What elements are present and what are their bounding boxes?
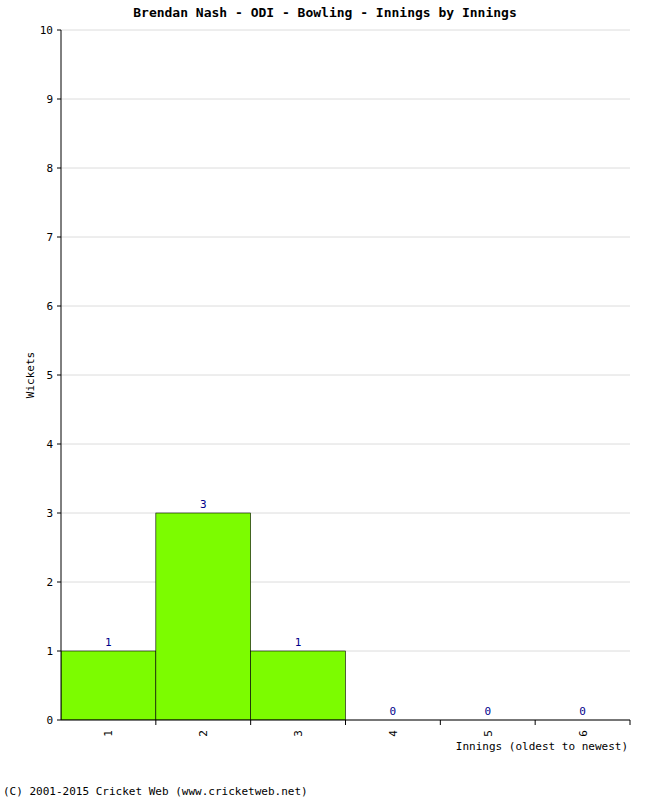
y-tick-label: 10 (40, 24, 53, 37)
x-tick (630, 720, 631, 725)
data-label: 0 (579, 705, 586, 718)
y-tick-label: 0 (46, 714, 53, 727)
bar (61, 651, 156, 720)
x-tick-label: 1 (102, 730, 115, 737)
y-tick (57, 306, 61, 307)
y-tick (57, 720, 61, 721)
grid-line (61, 168, 630, 169)
y-tick-label: 9 (46, 93, 53, 106)
chart-container: 012345678910123456131000Brendan Nash - O… (0, 0, 650, 800)
chart-svg: 012345678910123456131000Brendan Nash - O… (0, 0, 650, 800)
y-tick (57, 582, 61, 583)
y-tick-label: 8 (46, 162, 53, 175)
y-tick-label: 7 (46, 231, 53, 244)
grid-line (61, 582, 630, 583)
x-tick-label: 5 (482, 730, 495, 737)
x-tick-label: 2 (197, 730, 210, 737)
y-tick-label: 1 (46, 645, 53, 658)
y-tick (57, 444, 61, 445)
y-tick-label: 5 (46, 369, 53, 382)
data-label: 0 (390, 705, 397, 718)
y-tick-label: 4 (46, 438, 53, 451)
y-tick-label: 6 (46, 300, 53, 313)
grid-line (61, 237, 630, 238)
x-tick (345, 720, 346, 725)
bar (156, 513, 251, 720)
y-axis-label: Wickets (24, 352, 37, 398)
bars (61, 513, 346, 720)
grid-line (61, 306, 630, 307)
grid-line (61, 99, 630, 100)
y-tick-label: 3 (46, 507, 53, 520)
grid-line (61, 513, 630, 514)
bar (251, 651, 346, 720)
y-tick (57, 513, 61, 514)
footer: (C) 2001-2015 Cricket Web (www.cricketwe… (3, 785, 308, 798)
data-label: 1 (295, 636, 302, 649)
grid-line (61, 375, 630, 376)
y-tick (57, 168, 61, 169)
data-label: 3 (200, 498, 207, 511)
x-tick (535, 720, 536, 725)
data-label: 0 (484, 705, 491, 718)
y-tick (57, 30, 61, 31)
background (0, 0, 650, 800)
title: Brendan Nash - ODI - Bowling - Innings b… (133, 5, 517, 20)
x-tick (440, 720, 441, 725)
y-tick (57, 99, 61, 100)
x-axis-label: Innings (oldest to newest) (456, 740, 628, 753)
x-tick-label: 6 (577, 730, 590, 737)
y-tick-label: 2 (46, 576, 53, 589)
x-tick (250, 720, 251, 725)
x-tick (155, 720, 156, 725)
data-label: 1 (105, 636, 112, 649)
y-tick (57, 237, 61, 238)
y-tick (57, 375, 61, 376)
x-tick-label: 3 (292, 730, 305, 737)
y-tick (57, 651, 61, 652)
grid-line (61, 444, 630, 445)
grid-line (61, 30, 630, 31)
x-tick-label: 4 (387, 730, 400, 737)
